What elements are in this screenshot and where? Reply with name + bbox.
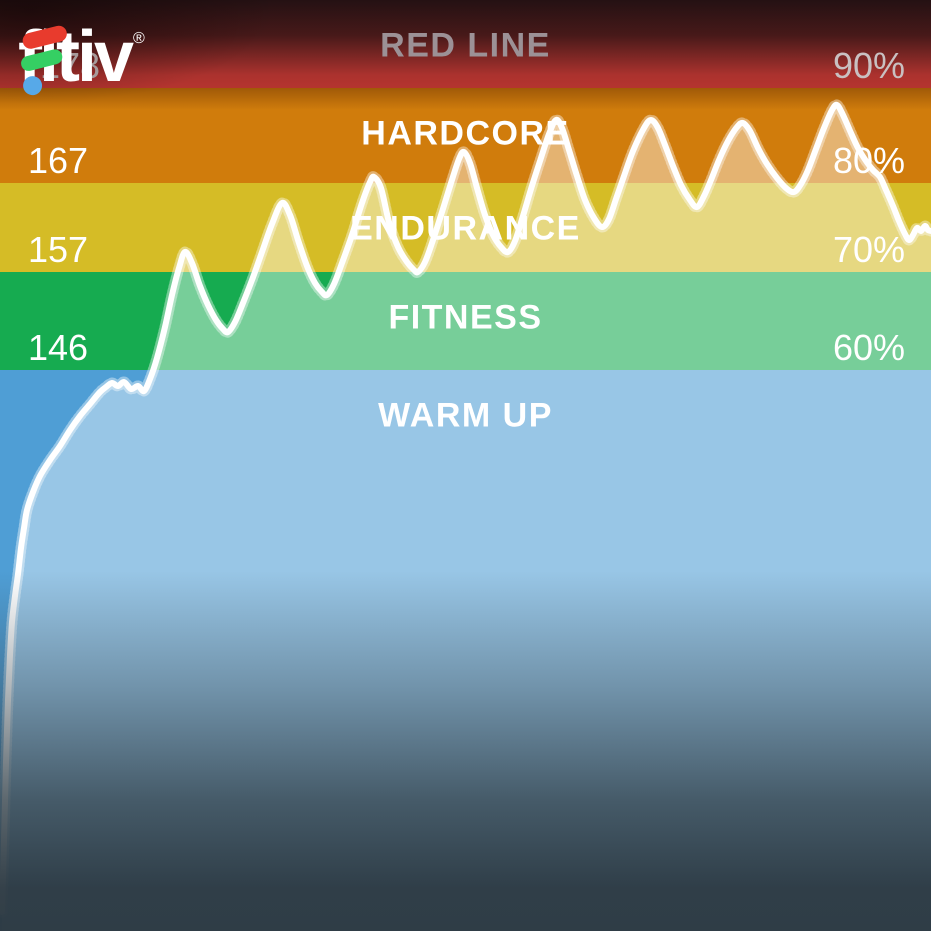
fitiv-logo: fitiv ® bbox=[14, 21, 145, 96]
hr-threshold-157: 157 bbox=[28, 229, 89, 270]
zone-label-fitness: FITNESS bbox=[0, 299, 931, 338]
logo-bar-green bbox=[21, 49, 63, 71]
zone-label-hardcore: HARDCORE bbox=[361, 114, 570, 153]
zone-band-endurance bbox=[0, 183, 931, 272]
heart-rate-area-fill bbox=[2, 104, 931, 931]
fitiv-logo-icon bbox=[21, 25, 67, 96]
logo-dot-blue bbox=[23, 76, 43, 96]
registered-trademark-icon: ® bbox=[133, 30, 145, 47]
logo-bar-red bbox=[22, 25, 67, 49]
pct-threshold-90: 90% bbox=[832, 45, 905, 86]
heart-rate-line bbox=[0, 101, 931, 915]
zone-label-warm-up: WARM UP bbox=[0, 397, 931, 436]
hr-threshold-167: 167 bbox=[28, 140, 89, 181]
pct-threshold-70: 70% bbox=[833, 229, 905, 271]
pct-threshold-60: 60% bbox=[833, 327, 905, 369]
hr-threshold-146: 146 bbox=[28, 327, 89, 368]
